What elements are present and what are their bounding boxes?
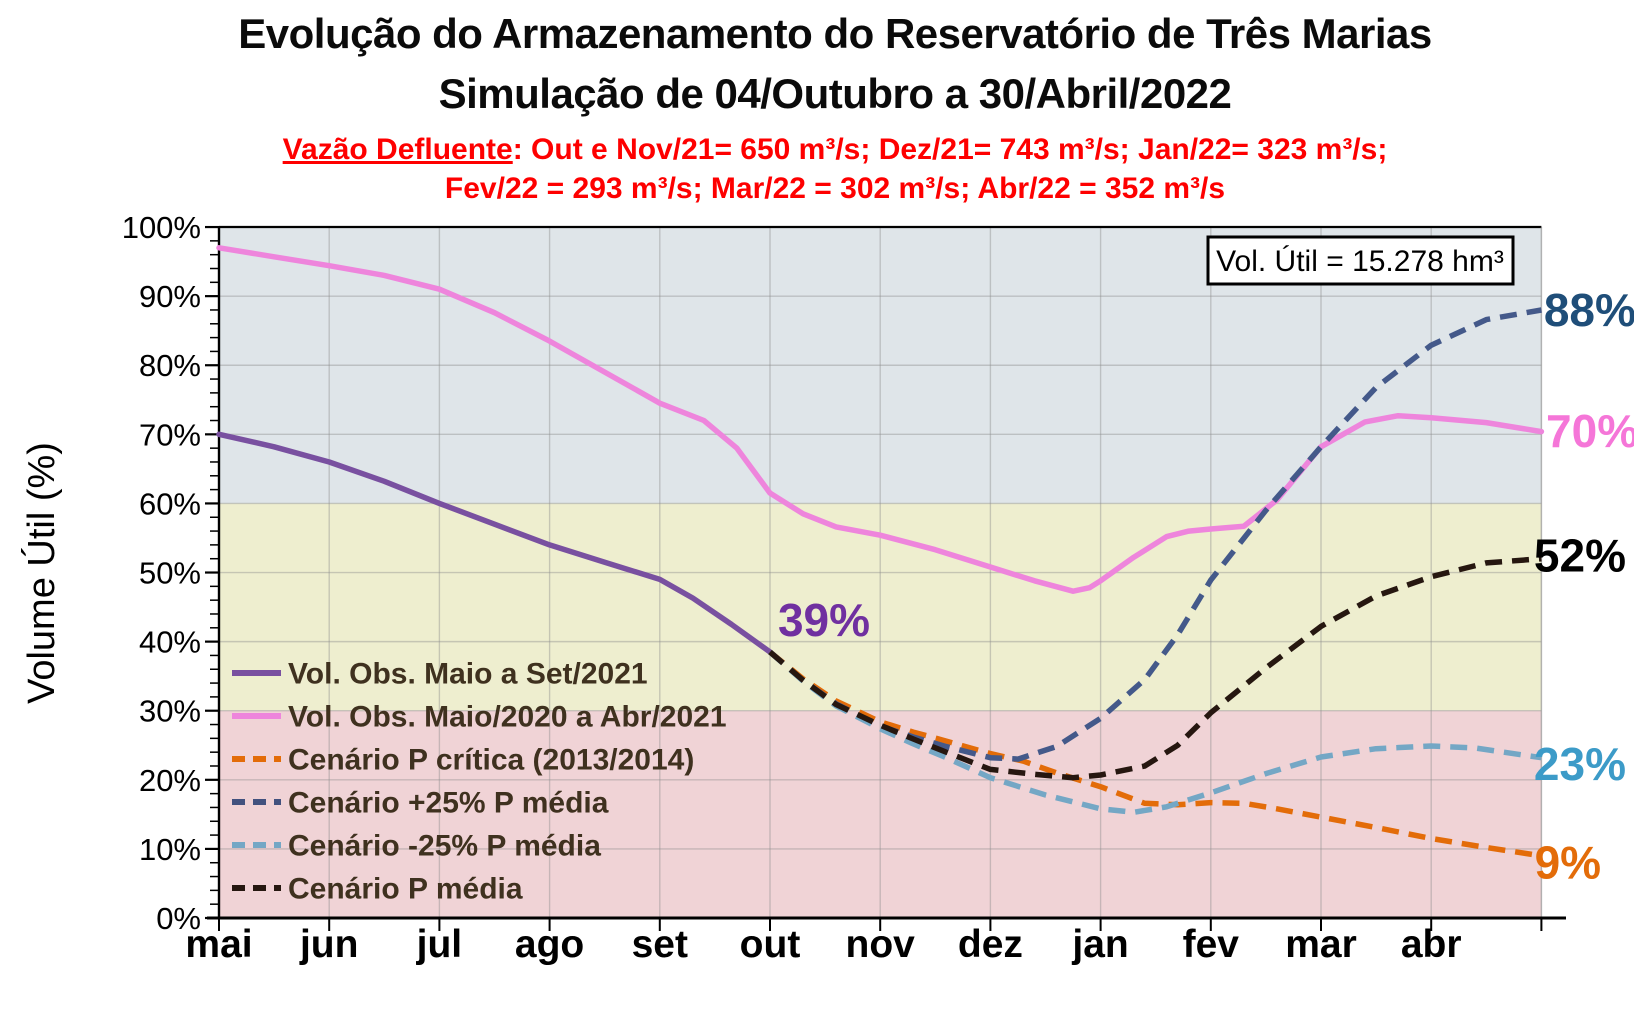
- y-tick-labels: 0% 10% 20% 30% 40% 50% 60% 70% 80% 90% 100%: [122, 210, 201, 936]
- series-line-vol-obs-maio-2020-a-abr-2021: [216, 245, 1545, 594]
- legend-label-cen-rio-25-p-m-dia: Cenário +25% P média: [288, 787, 609, 820]
- y-tick-label: 60%: [139, 486, 201, 521]
- subtitle-lead: Vazão Defluente: [282, 133, 513, 166]
- subtitle-line2: Fev/22 = 293 m³/s; Mar/22 = 302 m³/s; Ab…: [444, 172, 1226, 205]
- annotation-23: 23%: [1534, 738, 1626, 790]
- x-tick-label: jul: [416, 923, 463, 966]
- chart-title-line2: Simulação de 04/Outubro a 30/Abril/2022: [438, 70, 1232, 117]
- useful-volume-label: Vol. Útil = 15.278 hm³: [1216, 245, 1504, 278]
- x-tick-label: fev: [1183, 923, 1240, 966]
- annotation-88: 88%: [1544, 284, 1634, 336]
- legend-label-vol-obs-maio-2020-a-abr-2021: Vol. Obs. Maio/2020 a Abr/2021: [288, 701, 727, 734]
- legend-label-cen-rio-25-p-m-dia: Cenário -25% P média: [288, 830, 601, 863]
- series-line-cen-rio-p-cr-tica-2013-2014: [768, 649, 1542, 859]
- annotation-9: 9%: [1535, 837, 1601, 889]
- data-series: [216, 245, 1545, 859]
- chart-title-line1: Evolução do Armazenamento do Reservatóri…: [238, 10, 1432, 57]
- useful-volume-box-frame: [1206, 235, 1515, 286]
- x-tick-label: ago: [515, 923, 584, 966]
- y-tick-label: 70%: [139, 417, 201, 452]
- x-tick-label: nov: [846, 923, 916, 966]
- y-tick-label: 50%: [139, 556, 201, 591]
- x-tick-label: abr: [1401, 923, 1462, 966]
- x-tick-label: dez: [958, 923, 1023, 966]
- x-tick-label: mar: [1285, 923, 1357, 966]
- x-tick-label: out: [740, 923, 801, 966]
- legend: Vol. Obs. Maio a Set/2021 Vol. Obs. Maio/…: [232, 658, 727, 906]
- y-tick-label: 10%: [139, 832, 201, 867]
- series-line-vol-obs-maio-a-set-2021: [216, 431, 773, 655]
- background-bands: [219, 227, 1542, 918]
- annotation-70: 70%: [1546, 405, 1634, 457]
- legend-label-vol-obs-maio-a-set-2021: Vol. Obs. Maio a Set/2021: [288, 658, 648, 691]
- series-line-cen-rio-p-m-dia: [768, 555, 1542, 781]
- y-tick-label: 40%: [139, 625, 201, 660]
- y-tick-label: 90%: [139, 279, 201, 314]
- y-tick-label: 0%: [156, 901, 201, 936]
- x-tick-label: mai: [185, 923, 252, 966]
- y-tick-label: 30%: [139, 694, 201, 729]
- x-tick-labels: mai jun jul ago set out nov dez jan fev mar abr: [185, 923, 1461, 966]
- x-tick-label: set: [632, 923, 688, 966]
- annotation-39: 39%: [778, 594, 870, 646]
- y-tick-label: 100%: [122, 210, 201, 245]
- subtitle-line1: Vazão Defluente: Out e Nov/21= 650 m³/s;…: [36, 133, 1634, 167]
- y-tick-label: 20%: [139, 763, 201, 798]
- y-tick-label: 80%: [139, 348, 201, 383]
- band-low: [219, 710, 1542, 918]
- useful-volume-box: Vol. Útil = 15.278 hm³: [1206, 235, 1515, 286]
- axis-ticks: [205, 225, 1543, 931]
- value-annotations: 39% 88% 70% 52% 23% 9%: [778, 284, 1634, 889]
- series-line-cen-rio-25-p-m-dia: [768, 649, 1542, 816]
- subtitle-line1-rest: : Out e Nov/21= 650 m³/s; Dez/21= 743 m³…: [512, 133, 1388, 166]
- x-tick-label: jan: [1071, 923, 1128, 966]
- annotation-52: 52%: [1534, 529, 1626, 581]
- legend-label-cen-rio-p-m-dia: Cenário P média: [288, 873, 523, 906]
- legend-label-cen-rio-p-cr-tica-2013-2014: Cenário P crítica (2013/2014): [288, 744, 694, 777]
- x-tick-label: jun: [299, 923, 358, 966]
